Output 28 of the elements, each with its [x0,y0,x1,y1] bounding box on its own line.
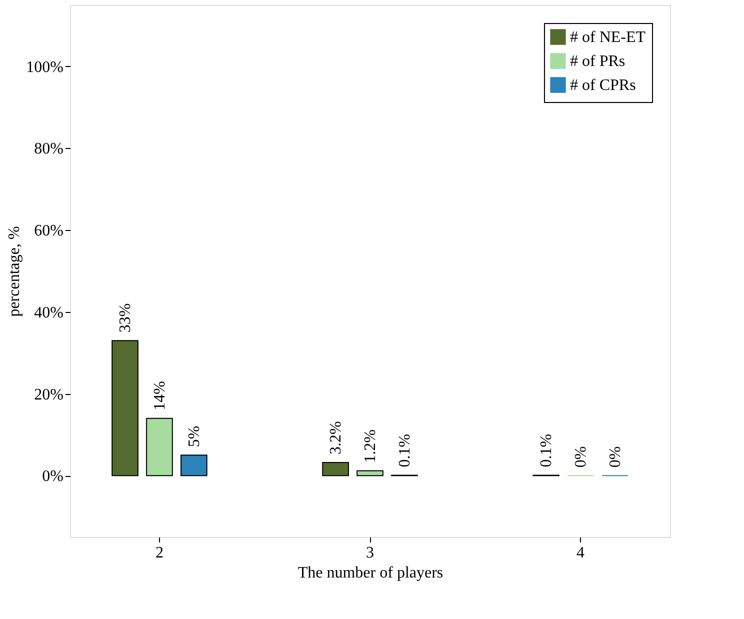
data-label: 14% [151,380,168,410]
y-tick-label: 100% [26,58,64,76]
y-tick-label: 20% [34,386,64,404]
data-label: 0.1% [396,434,414,468]
data-label: 0% [572,446,590,468]
data-label: 0% [606,446,624,468]
data-label: 3.2% [328,421,345,455]
y-tick-label: 0% [42,468,64,486]
data-label: 33% [117,303,134,333]
bar [146,418,173,476]
x-tick-label: 4 [576,544,585,562]
bar [356,470,384,476]
bar [180,454,208,476]
data-label: 5% [186,426,203,448]
bar [322,462,349,476]
y-axis-title: percentage, % [6,226,24,317]
legend-label: # of CPRs [570,77,636,94]
legend-label: # of PRs [570,53,626,70]
y-tick-label: 40% [34,304,64,322]
x-tick-label: 2 [155,544,164,562]
data-label: 0.1% [538,434,556,468]
legend-label: # of NE-ET [570,29,646,46]
y-tick-label: 60% [34,222,64,240]
bar [112,340,138,476]
x-axis-title: The number of players [298,564,444,582]
data-label: 1.2% [362,429,379,463]
x-tick-label: 3 [366,544,374,562]
y-tick-label: 80% [34,140,64,158]
